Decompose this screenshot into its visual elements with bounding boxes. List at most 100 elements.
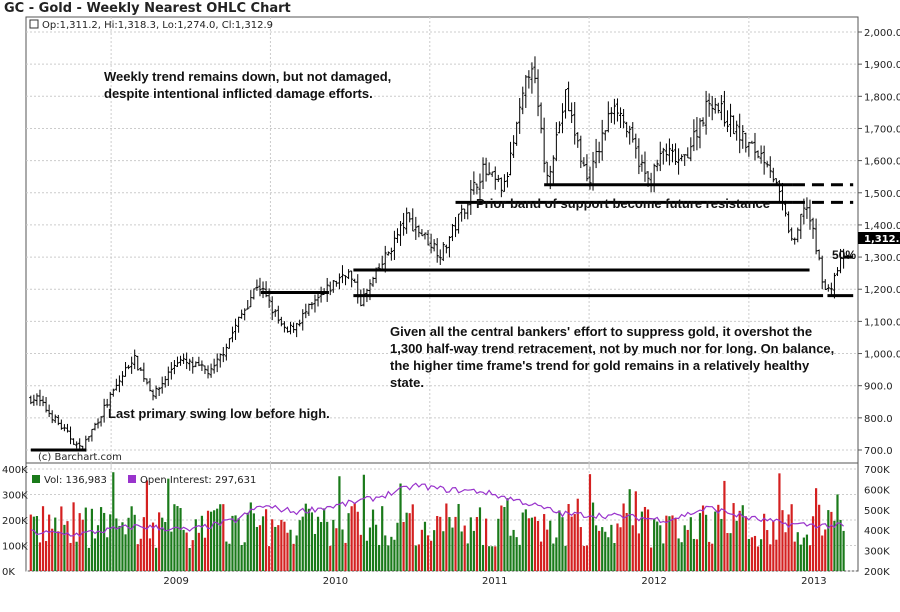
- volume-bar: [585, 545, 589, 571]
- volume-bar: [634, 491, 637, 571]
- price-tick-label: 700.0: [864, 446, 893, 457]
- volume-bar: [637, 533, 640, 571]
- volume-bar: [763, 513, 766, 571]
- volume-bar: [659, 525, 662, 571]
- volume-bar: [277, 525, 280, 571]
- last-price-badge: [858, 232, 900, 244]
- volume-bar: [738, 510, 741, 571]
- ohlc-legend-swatch: [29, 19, 39, 29]
- volume-bar: [512, 529, 515, 571]
- volume-bar: [588, 474, 592, 571]
- volume-bar: [87, 547, 90, 571]
- year-tick-label: 2011: [482, 576, 507, 587]
- volume-bar: [139, 538, 142, 571]
- volume-bar: [521, 512, 524, 571]
- volume-bar: [60, 506, 63, 571]
- volume-bar: [766, 530, 769, 571]
- volume-bar: [48, 514, 51, 571]
- volume-bar: [536, 520, 540, 571]
- support-resistance-lines: [30, 183, 854, 452]
- volume-bar: [570, 516, 573, 571]
- year-tick-label: 2010: [323, 576, 348, 587]
- volume-bar: [390, 536, 393, 571]
- price-grid: [26, 17, 862, 571]
- volume-bar: [96, 525, 100, 571]
- open-interest-line: [30, 482, 845, 537]
- volume-bar: [579, 527, 582, 571]
- volume-bar: [371, 509, 375, 571]
- volume-bar: [213, 510, 216, 571]
- volume-bar: [307, 508, 310, 571]
- volume-tick-label: 300K: [2, 491, 28, 502]
- volume-bar: [649, 547, 653, 571]
- price-tick-label: 1,100.0: [864, 317, 900, 328]
- volume-bar: [219, 504, 222, 571]
- price-tick-label: 900.0: [864, 382, 893, 393]
- price-tick-label: 1,200.0: [864, 285, 900, 296]
- chart-title: GC - Gold - Weekly Nearest OHLC Chart: [4, 1, 291, 16]
- volume-bar: [362, 474, 365, 571]
- bankers-annotation: Given all the central bankers' effort to…: [390, 324, 835, 390]
- volume-bar: [295, 535, 298, 571]
- volume-bar: [151, 522, 155, 571]
- volume-bar: [433, 530, 436, 571]
- volume-bar: [417, 544, 420, 571]
- volume-bar: [469, 517, 472, 571]
- volume-bar: [231, 515, 234, 571]
- volume-bar: [701, 505, 705, 571]
- volume-bar: [686, 529, 689, 571]
- volume-bar: [769, 544, 772, 571]
- volume-bar: [72, 502, 75, 571]
- volume-bar: [38, 542, 42, 571]
- volume-bar: [683, 525, 686, 571]
- volume-bar: [185, 532, 188, 571]
- volume-bar: [781, 510, 784, 571]
- volume-bar: [552, 543, 555, 571]
- volume-bar: [243, 542, 246, 571]
- volume-bar: [646, 509, 650, 571]
- volume-bar: [619, 527, 622, 571]
- volume-bar: [335, 528, 338, 571]
- volume-bar: [567, 504, 570, 571]
- volume-bar: [796, 532, 799, 571]
- volume-bar: [607, 537, 610, 571]
- trend-annotation: Weekly trend remains down, but not damag…: [104, 69, 392, 101]
- volume-bar: [145, 480, 149, 571]
- volume-bar: [442, 531, 445, 571]
- volume-bar: [631, 525, 634, 571]
- volume-bar: [656, 521, 659, 571]
- volume-tick-label: 400K: [2, 465, 28, 476]
- volume-bar: [628, 489, 631, 571]
- volume-bar: [133, 514, 136, 571]
- volume-bar: [191, 540, 194, 571]
- volume-bar: [54, 517, 57, 571]
- volume-bar: [463, 525, 466, 571]
- volume-bar: [240, 545, 243, 571]
- volume-bar: [51, 528, 54, 571]
- volume-legend: Vol: 136,983 Open Interest: 297,631: [32, 475, 256, 486]
- volume-bar: [378, 544, 381, 571]
- volume-bar: [451, 527, 454, 571]
- volume-bar: [509, 535, 512, 571]
- volume-bar: [445, 503, 448, 571]
- volume-bar: [558, 510, 561, 571]
- volume-bar: [466, 543, 469, 571]
- volume-bar: [109, 514, 112, 571]
- volume-bar: [677, 538, 680, 571]
- volume-bar: [399, 483, 402, 571]
- volume-bar: [842, 530, 845, 571]
- ohlc-legend-box: Op:1,311.2, Hi:1,318.3, Lo:1,274.0, Cl:1…: [29, 19, 273, 31]
- volume-bar: [564, 545, 567, 571]
- volume-bar: [539, 541, 543, 571]
- price-tick-label: 1,800.0: [864, 92, 900, 103]
- volume-bar: [671, 515, 674, 571]
- volume-bar: [381, 506, 384, 571]
- volume-bar: [188, 547, 191, 571]
- volume-bar: [662, 543, 665, 571]
- volume-bar: [313, 533, 317, 571]
- volume-bar: [332, 519, 335, 571]
- volume-bar: [429, 540, 433, 571]
- volume-bar: [374, 524, 378, 571]
- volume-tick-label: 100K: [2, 542, 28, 553]
- axis-labels: 2,000.0 1,900.0 1,800.0 1,700.0 1,600.0 1,500…: [2, 28, 900, 587]
